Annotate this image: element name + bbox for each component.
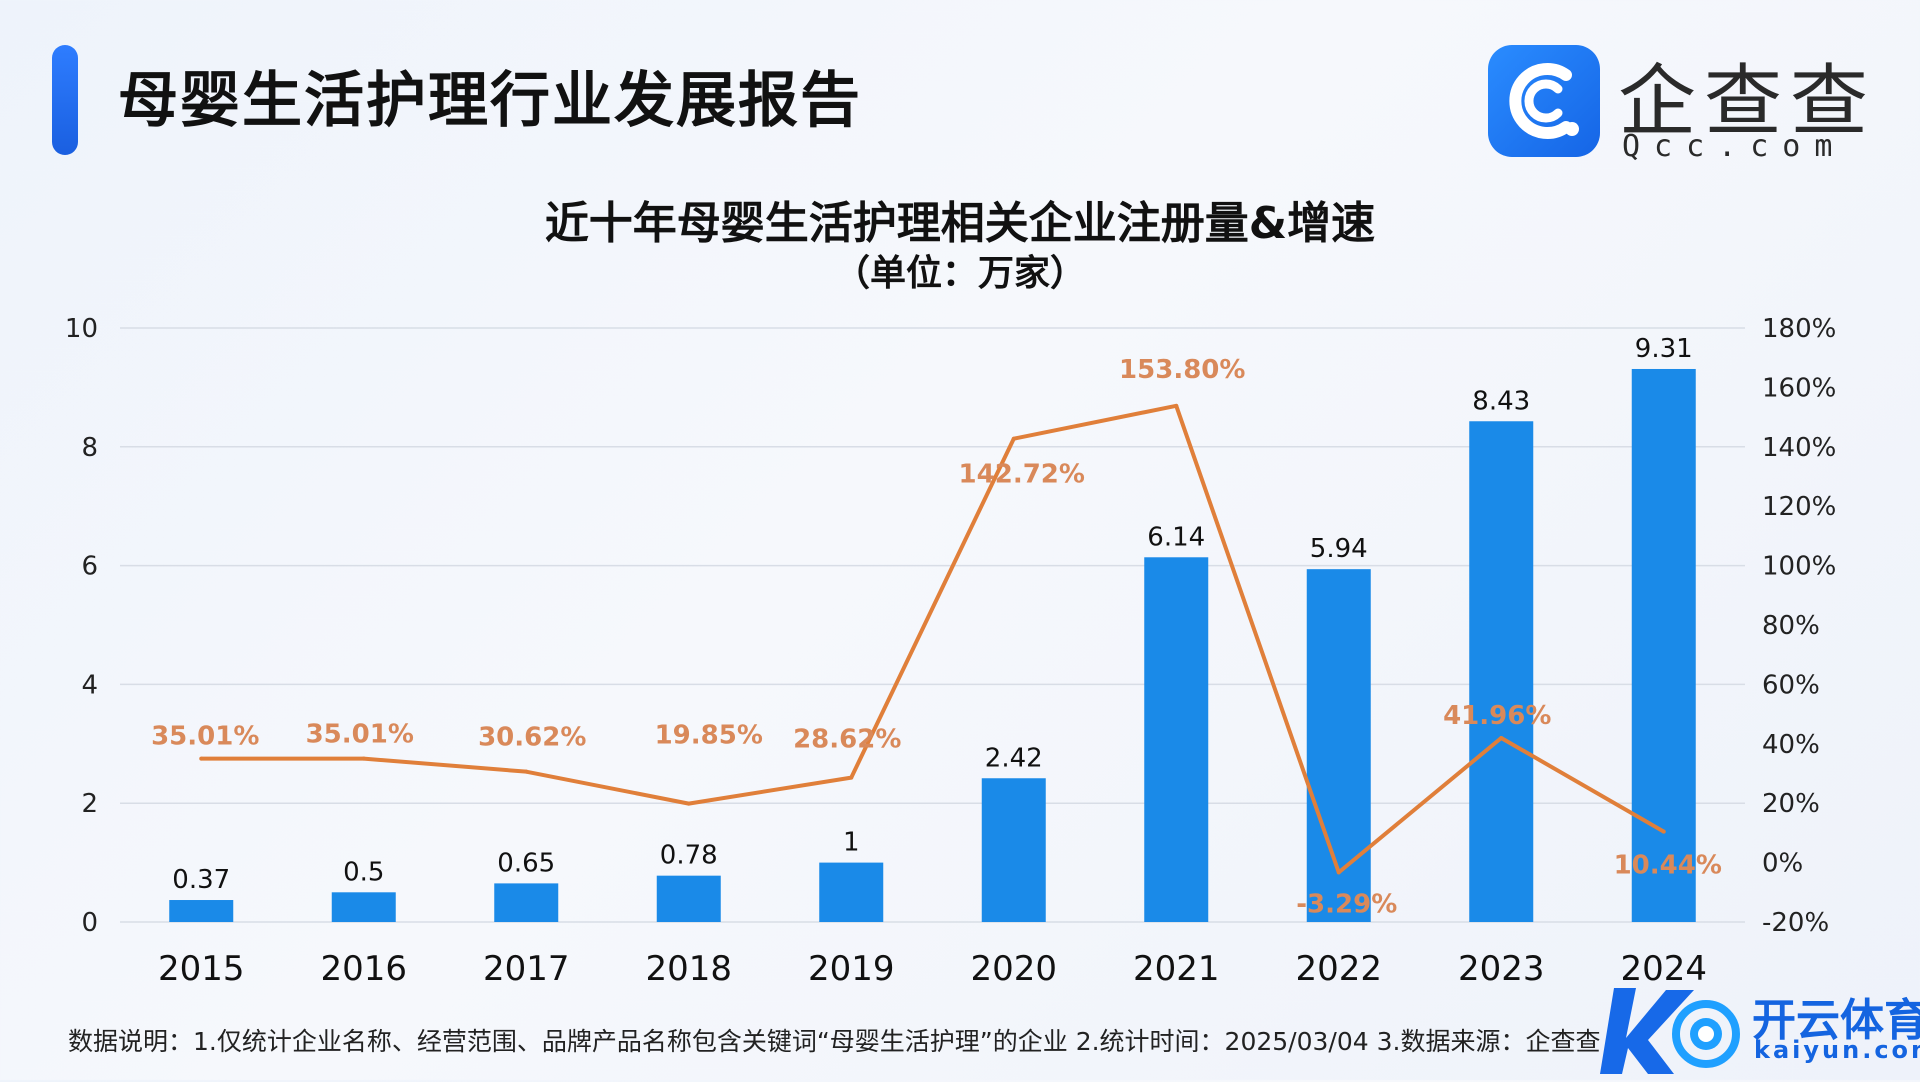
bar bbox=[1144, 557, 1209, 922]
growth-point bbox=[524, 769, 529, 774]
bar bbox=[1631, 368, 1696, 923]
y-right-tick-label: 60% bbox=[1762, 670, 1820, 700]
x-tick-label: 2017 bbox=[483, 949, 570, 989]
x-tick-label: 2019 bbox=[808, 949, 895, 989]
y-left-tick-label: 10 bbox=[65, 314, 98, 344]
bar-value-label: 0.65 bbox=[497, 848, 555, 878]
bar-value-label: 9.31 bbox=[1635, 334, 1693, 364]
growth-value-label: 41.96% bbox=[1443, 701, 1551, 731]
bar bbox=[1469, 421, 1534, 922]
growth-value-label: 35.01% bbox=[151, 722, 259, 752]
y-right-tick-label: -20% bbox=[1762, 908, 1829, 938]
qcc-logo-name: 企查查 bbox=[1618, 57, 1877, 147]
growth-value-label: 19.85% bbox=[655, 721, 763, 751]
y-left-tick-label: 6 bbox=[81, 552, 98, 582]
x-tick-label: 2021 bbox=[1133, 949, 1220, 989]
bar-value-label: 6.14 bbox=[1147, 522, 1205, 552]
bar-value-label: 1 bbox=[843, 828, 860, 858]
bar bbox=[169, 900, 234, 922]
x-tick-label: 2015 bbox=[158, 949, 245, 989]
x-tick-label: 2023 bbox=[1458, 949, 1545, 989]
growth-value-label: 10.44% bbox=[1614, 851, 1722, 881]
kaiyun-badge-icon bbox=[1596, 978, 1740, 1078]
x-tick-label: 2018 bbox=[645, 949, 732, 989]
x-tick-label: 2016 bbox=[320, 949, 407, 989]
bar bbox=[819, 862, 884, 922]
data-footnote: 数据说明：1.仅统计企业名称、经营范围、品牌产品名称包含关键词“母婴生活护理”的… bbox=[68, 1027, 1601, 1056]
y-right-tick-label: 180% bbox=[1762, 314, 1836, 344]
y-right-tick-label: 40% bbox=[1762, 730, 1820, 760]
bar bbox=[656, 875, 721, 922]
growth-value-label: 153.80% bbox=[1119, 355, 1245, 385]
x-tick-label: 2020 bbox=[970, 949, 1057, 989]
y-right-tick-label: 20% bbox=[1762, 789, 1820, 819]
bar-value-label: 0.5 bbox=[343, 857, 384, 887]
kaiyun-domain: kaiyun.com bbox=[1754, 1036, 1920, 1064]
growth-value-label: 35.01% bbox=[306, 720, 414, 750]
bar-value-label: 5.94 bbox=[1310, 534, 1368, 564]
bar-value-label: 8.43 bbox=[1472, 386, 1530, 416]
growth-point bbox=[1336, 870, 1341, 875]
y-right-tick-label: 140% bbox=[1762, 433, 1836, 463]
growth-point bbox=[1174, 403, 1179, 408]
y-right-tick-label: 100% bbox=[1762, 552, 1836, 582]
kaiyun-watermark: 开云体育 kaiyun.com bbox=[1596, 978, 1920, 1078]
growth-point bbox=[849, 775, 854, 780]
y-left-tick-label: 8 bbox=[81, 433, 98, 463]
bar bbox=[494, 883, 559, 922]
growth-point bbox=[686, 801, 691, 806]
bar-value-label: 0.37 bbox=[172, 865, 230, 895]
x-tick-label: 2024 bbox=[1620, 949, 1707, 989]
growth-point bbox=[1011, 436, 1016, 441]
y-right-tick-label: 160% bbox=[1762, 373, 1836, 403]
growth-value-label: 30.62% bbox=[478, 723, 586, 753]
growth-point bbox=[1499, 735, 1504, 740]
bar-value-label: 2.42 bbox=[985, 743, 1043, 773]
bar bbox=[331, 892, 396, 922]
title-accent-bar bbox=[52, 45, 78, 155]
growth-value-label: 142.72% bbox=[959, 460, 1085, 490]
growth-point bbox=[1661, 829, 1666, 834]
growth-line bbox=[201, 403, 1665, 875]
x-tick-label: 2022 bbox=[1295, 949, 1382, 989]
qcc-logo: 企查查 Qcc.com bbox=[1488, 45, 1888, 164]
y-left-tick-label: 4 bbox=[81, 670, 98, 700]
chart-subtitle: （单位：万家） bbox=[833, 253, 1086, 294]
y-right-tick-label: 0% bbox=[1762, 849, 1803, 879]
page-title: 母婴生活护理行业发展报告 bbox=[118, 66, 862, 136]
growth-value-label: 28.62% bbox=[793, 725, 901, 755]
chart-title: 近十年母婴生活护理相关企业注册量&增速 bbox=[544, 198, 1376, 249]
y-left-tick-label: 2 bbox=[81, 789, 98, 819]
qcc-logo-domain: Qcc.com bbox=[1622, 129, 1847, 164]
y-right-tick-label: 120% bbox=[1762, 492, 1836, 522]
bar bbox=[981, 778, 1046, 922]
kaiyun-name: 开云体育 bbox=[1752, 995, 1920, 1046]
y-left-tick-label: 0 bbox=[81, 908, 98, 938]
y-right-tick-label: 80% bbox=[1762, 611, 1820, 641]
growth-point bbox=[361, 756, 366, 761]
growth-point bbox=[199, 756, 204, 761]
qcc-logo-icon bbox=[1488, 45, 1600, 157]
bar-value-label: 0.78 bbox=[660, 841, 718, 871]
bar bbox=[1306, 569, 1371, 922]
growth-value-label: -3.29% bbox=[1296, 889, 1397, 919]
